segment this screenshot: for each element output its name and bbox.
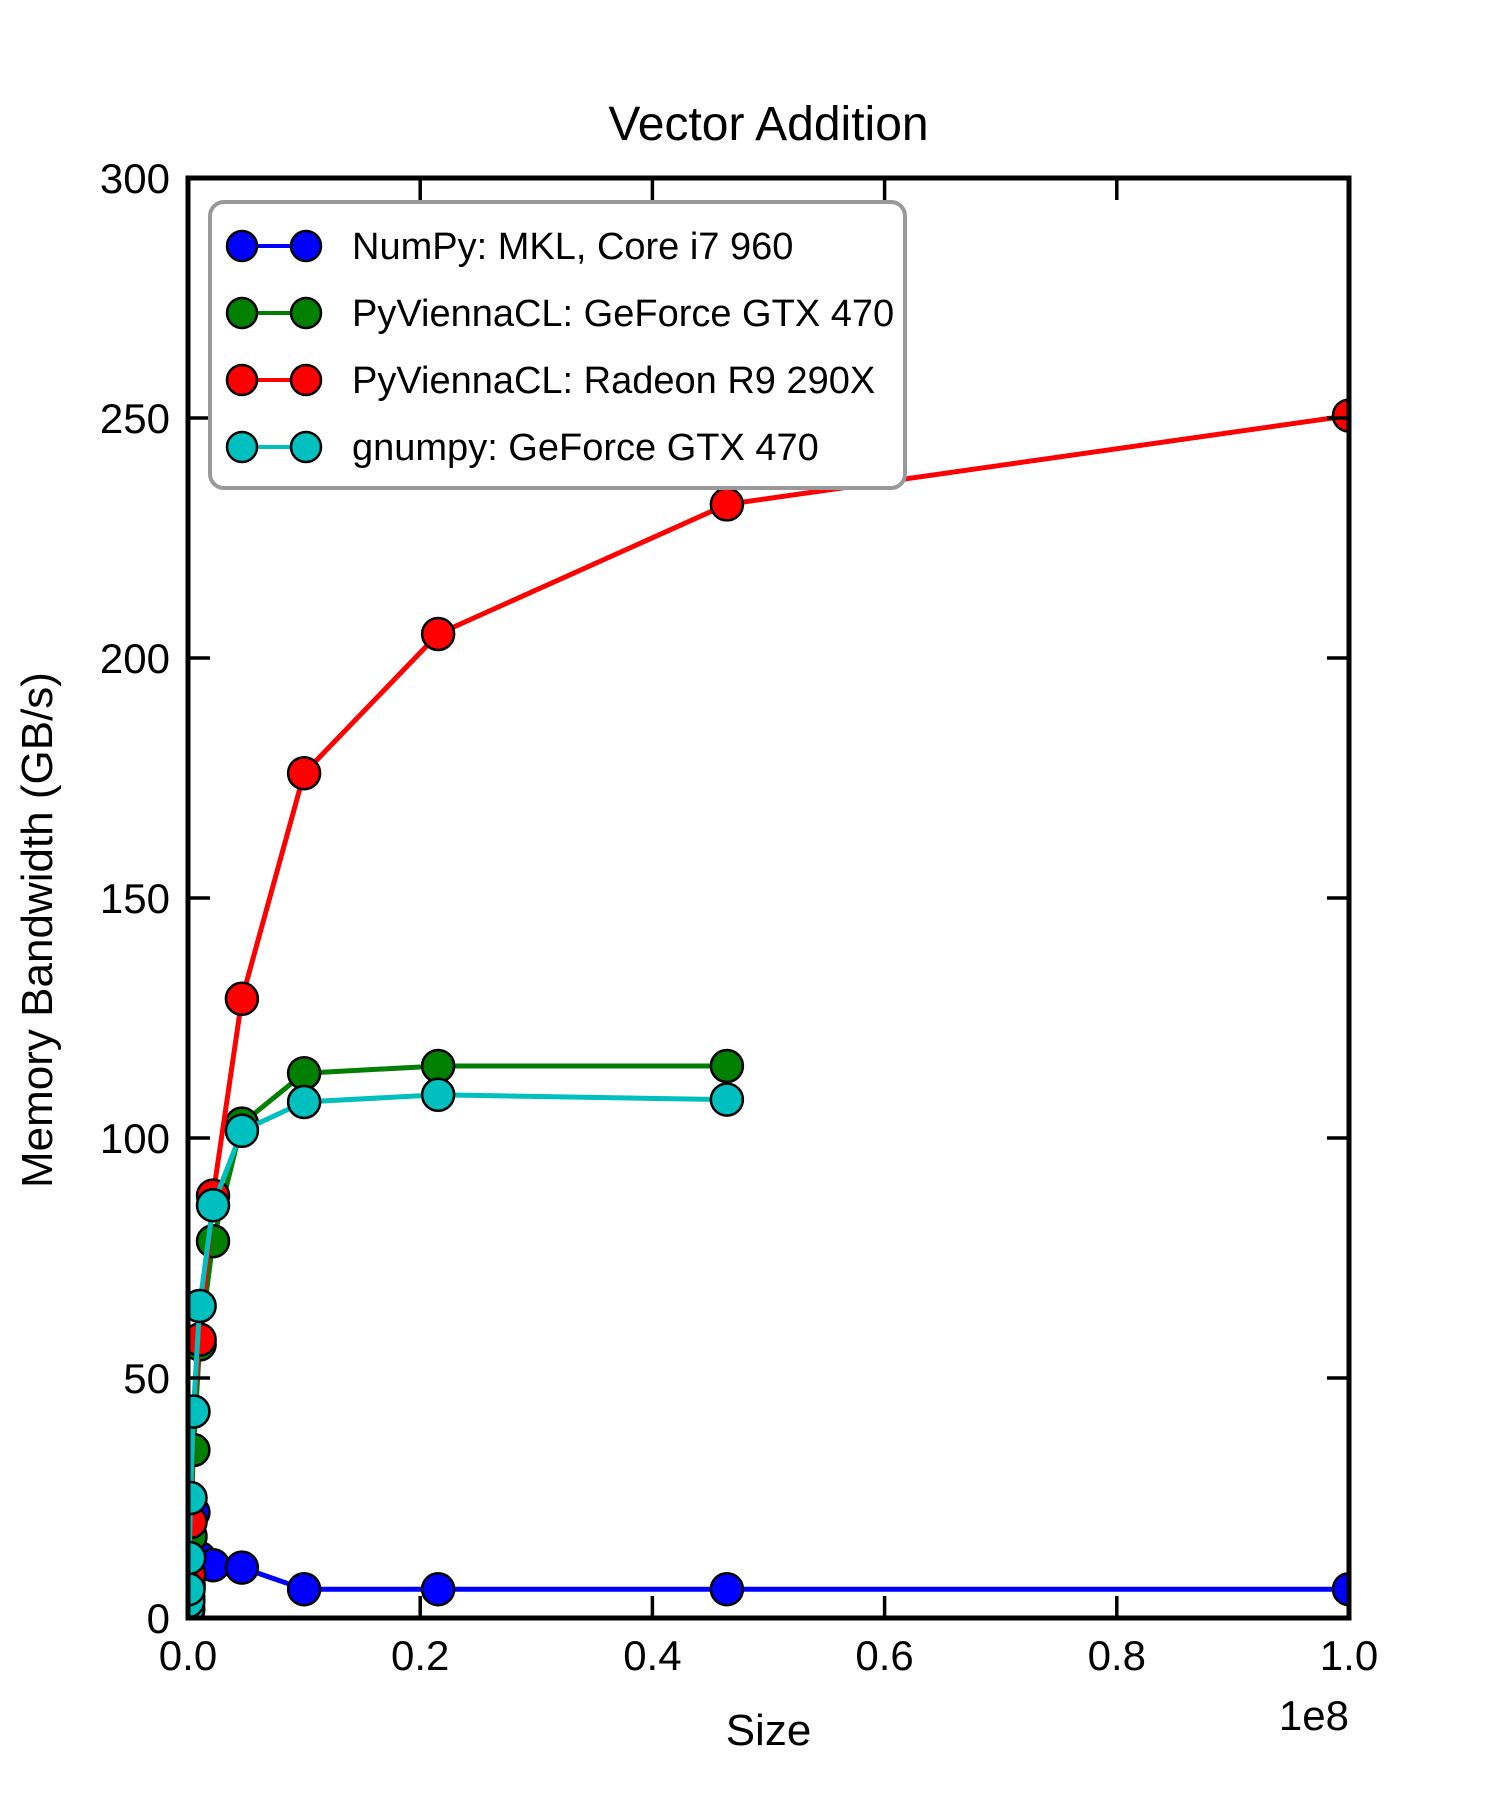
data-point [286, 1084, 322, 1120]
data-point [709, 1082, 745, 1117]
x-tick-label: 0.2 [391, 1632, 449, 1679]
x-tick-label: 0.8 [1088, 1632, 1146, 1679]
y-tick-label: 250 [100, 395, 170, 442]
data-point [709, 1048, 745, 1084]
legend-box [208, 200, 907, 490]
legend-label: gnumpy: GeForce GTX 470 [352, 427, 819, 469]
legend-item-2: PyViennaCL: Radeon R9 290X [225, 360, 875, 402]
ticks [186, 176, 1351, 1620]
data-point [188, 1288, 217, 1324]
data-point [420, 1077, 456, 1113]
legend-label: PyViennaCL: Radeon R9 290X [352, 360, 875, 402]
legend-item-1: PyViennaCL: GeForce GTX 470 [225, 293, 894, 335]
legend-marker-icon [225, 430, 259, 464]
data-point [286, 1571, 322, 1607]
legend-marker-icon [225, 363, 259, 397]
chart-title: Vector Addition [608, 98, 928, 151]
legend-item-3: gnumpy: GeForce GTX 470 [225, 427, 819, 469]
series-line [188, 1092, 730, 1611]
data-point [1331, 1571, 1349, 1607]
data-point [188, 1480, 208, 1516]
y-tick-label: 300 [100, 155, 170, 202]
y-tick-label: 200 [100, 635, 170, 682]
data-point [286, 755, 322, 791]
data-point [224, 1113, 260, 1149]
plot-series [188, 398, 1349, 1618]
data-point [1331, 398, 1349, 433]
legend-marker-icon [225, 229, 259, 263]
data-point [420, 1048, 456, 1084]
legend: NumPy: MKL, Core i7 960 PyViennaCL: GeFor… [208, 200, 907, 490]
x-axis-label: Size [726, 1706, 812, 1755]
legend-marker-icon [289, 296, 323, 330]
x-tick-label: 0.0 [159, 1632, 217, 1679]
legend-label: NumPy: MKL, Core i7 960 [352, 226, 793, 268]
data-point [224, 1550, 260, 1585]
x-tick-label: 0.4 [623, 1632, 681, 1679]
y-tick-label: 0 [147, 1595, 170, 1642]
series-3 [188, 1077, 745, 1618]
data-point [188, 1394, 211, 1429]
series-line [188, 413, 1349, 1611]
x-tick-label: 1.0 [1320, 1632, 1378, 1679]
data-point [195, 1223, 231, 1259]
data-point [709, 1571, 745, 1607]
y-tick-label: 100 [100, 1115, 170, 1162]
data-point [709, 487, 745, 522]
x-axis-offset-label: 1e8 [1279, 1692, 1349, 1739]
y-axis-label: Memory Bandwidth (GB/s) [13, 672, 62, 1188]
data-point [224, 981, 260, 1017]
x-tick-label: 0.6 [855, 1632, 913, 1679]
series-line [188, 1063, 730, 1614]
data-point [286, 1055, 322, 1091]
legend-marker-icon [289, 363, 323, 397]
data-point [420, 616, 456, 652]
legend-item-0: NumPy: MKL, Core i7 960 [225, 226, 793, 268]
y-tick-label: 50 [123, 1355, 170, 1402]
legend-marker-icon [289, 229, 323, 263]
series-0 [188, 1495, 1349, 1607]
series-2 [188, 398, 1349, 1618]
data-point [420, 1571, 456, 1607]
legend-marker-icon [289, 430, 323, 464]
data-point [195, 1187, 231, 1223]
legend-label: PyViennaCL: GeForce GTX 470 [352, 293, 894, 335]
legend-marker-icon [225, 296, 259, 330]
series-line [188, 1509, 1349, 1592]
y-tick-label: 150 [100, 875, 170, 922]
